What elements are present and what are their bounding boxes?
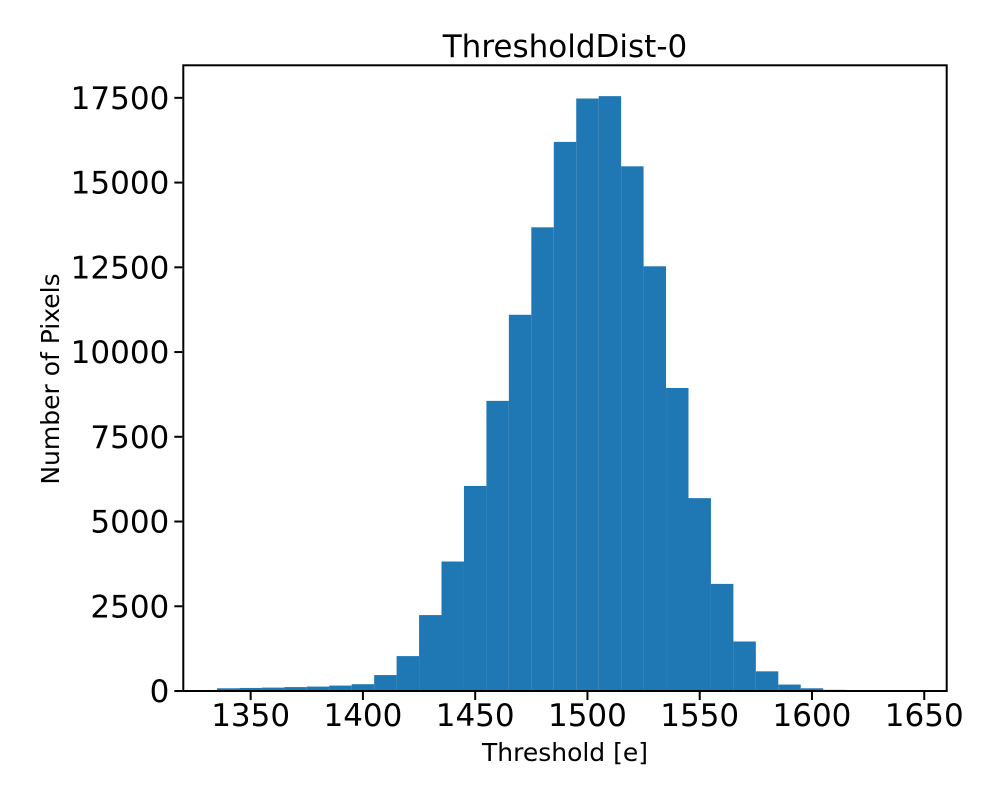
histogram-bar (643, 266, 667, 691)
histogram-bar (486, 400, 509, 691)
histogram-bar (621, 166, 644, 691)
histogram-bar (239, 687, 262, 691)
x-tick-label: 1350 (211, 698, 290, 734)
histogram-bar (755, 671, 779, 691)
y-tick-label: 10000 (71, 335, 170, 371)
histogram-bar (261, 687, 285, 691)
histogram-bar (710, 583, 734, 691)
x-axis-ticks: 1350 1400 1450 1500 1550 1600 1650 (211, 692, 964, 734)
x-tick-label: 1650 (885, 698, 964, 734)
histogram-bar (216, 688, 240, 691)
y-tick-label: 15000 (71, 166, 170, 202)
histogram-bar (396, 656, 420, 691)
y-axis-label: Number of Pixels (36, 273, 65, 484)
histogram-bar (733, 641, 756, 691)
y-axis-ticks: 0 2500 5000 7500 10000 12500 15000 17500 (71, 81, 183, 710)
y-tick-label: 7500 (90, 420, 169, 456)
x-tick-label: 1600 (773, 698, 852, 734)
histogram-bar (306, 686, 330, 691)
y-tick-label: 0 (150, 674, 170, 710)
axes-frame (182, 64, 948, 693)
axes-spines (182, 64, 948, 693)
histogram-bar (329, 685, 352, 691)
x-tick-label: 1450 (436, 698, 515, 734)
histogram-bar (553, 141, 577, 691)
histogram-bar (284, 687, 307, 691)
histogram-bar (800, 688, 824, 691)
y-tick-label: 5000 (90, 505, 169, 541)
chart-title: ThresholdDist-0 (442, 29, 687, 65)
histogram-bar (463, 485, 487, 691)
histogram-bar (666, 387, 689, 691)
histogram-bar (688, 498, 711, 691)
histogram-bar (351, 684, 375, 691)
histogram-bar (374, 675, 397, 691)
histogram-bar (441, 561, 464, 691)
x-axis-label: Threshold [e] (481, 738, 648, 767)
histogram-bar (598, 96, 622, 691)
y-tick-label: 17500 (71, 81, 170, 117)
histogram-bar (778, 684, 801, 691)
x-tick-label: 1550 (660, 698, 739, 734)
histogram-bar (419, 615, 442, 691)
x-tick-label: 1500 (548, 698, 627, 734)
histogram-bar (531, 227, 554, 691)
x-tick-label: 1400 (323, 698, 402, 734)
histogram-bar (508, 314, 532, 691)
histogram-bars (216, 96, 914, 691)
histogram-bar (576, 98, 599, 691)
y-tick-label: 2500 (90, 589, 169, 625)
y-tick-label: 12500 (71, 250, 170, 286)
